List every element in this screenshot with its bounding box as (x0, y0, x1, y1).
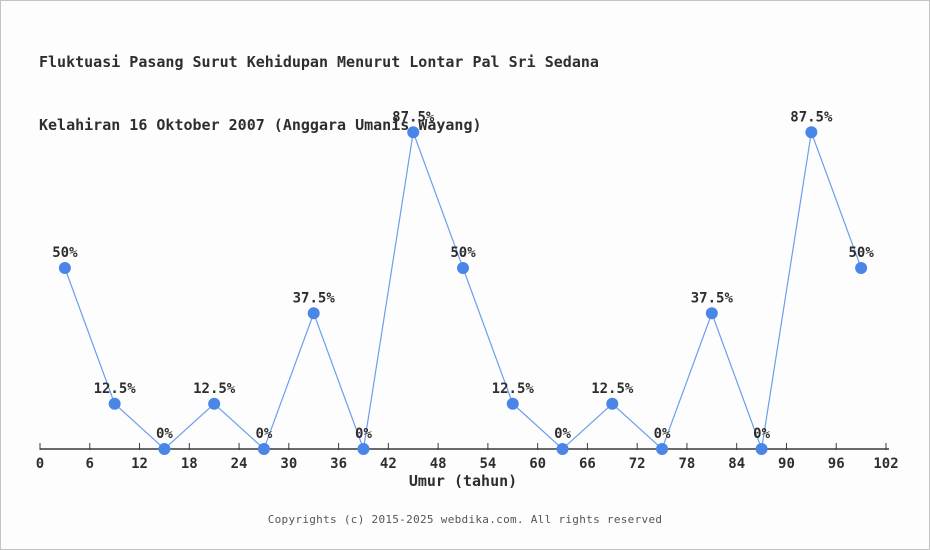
x-axis-title: Umur (tahun) (409, 472, 517, 490)
data-point (556, 443, 569, 455)
data-point (656, 443, 669, 455)
x-tick-label: 60 (529, 456, 546, 472)
data-point (755, 443, 768, 455)
data-point-label: 0% (753, 426, 770, 442)
x-tick-label: 102 (873, 456, 898, 472)
chart-title-line1: Fluktuasi Pasang Surut Kehidupan Menurut… (39, 53, 599, 71)
data-point (606, 397, 619, 410)
data-point (357, 443, 370, 455)
x-tick-label: 96 (828, 456, 845, 472)
data-point-label: 87.5% (790, 109, 833, 125)
chart-title-line2: Kelahiran 16 Oktober 2007 (Anggara Umani… (39, 116, 482, 134)
data-point-label: 0% (156, 426, 173, 442)
data-line (64, 129, 862, 452)
data-point-label: 0% (554, 426, 571, 442)
x-tick-label: 84 (728, 456, 745, 472)
data-point-label: 0% (654, 426, 671, 442)
data-point (257, 443, 270, 455)
data-point-label: 12.5% (94, 381, 137, 397)
x-tick-label: 36 (330, 456, 347, 472)
data-point-label: 50% (848, 245, 874, 261)
x-tick-label: 24 (231, 456, 248, 472)
data-point (108, 397, 121, 410)
data-point-label: 12.5% (193, 381, 236, 397)
data-point (58, 262, 71, 274)
data-point (855, 262, 868, 274)
data-point-label: 37.5% (293, 290, 336, 306)
x-tick-label: 30 (280, 456, 297, 472)
x-tick-label: 54 (479, 456, 496, 472)
x-tick-label: 66 (579, 456, 596, 472)
data-point-label: 12.5% (591, 381, 634, 397)
data-point (208, 397, 221, 410)
x-tick-label: 48 (430, 456, 447, 472)
data-point-label: 87.5% (392, 109, 435, 125)
data-point-label: 12.5% (492, 381, 535, 397)
x-tick-label: 12 (131, 456, 148, 472)
x-tick-label: 72 (629, 456, 646, 472)
x-tick-label: 90 (778, 456, 795, 472)
data-point (158, 443, 171, 455)
data-point-label: 37.5% (691, 290, 734, 306)
copyright-text: Copyrights (c) 2015-2025 webdika.com. Al… (267, 513, 663, 526)
data-point-label: 50% (450, 245, 476, 261)
data-point (506, 397, 519, 410)
data-point (705, 307, 718, 320)
data-point (457, 262, 469, 274)
x-tick-label: 6 (86, 456, 94, 472)
x-tick-label: 78 (679, 456, 696, 472)
x-tick-label: 42 (380, 456, 397, 472)
x-tick-label: 0 (36, 456, 44, 472)
chart-title: Fluktuasi Pasang Surut Kehidupan Menurut… (39, 10, 599, 178)
x-tick-label: 18 (181, 456, 198, 472)
data-point-label: 50% (52, 245, 78, 261)
data-point-label: 0% (256, 426, 273, 442)
data-point (805, 126, 818, 139)
data-point (407, 126, 420, 139)
data-point-label: 0% (355, 426, 372, 442)
data-point (307, 307, 320, 320)
